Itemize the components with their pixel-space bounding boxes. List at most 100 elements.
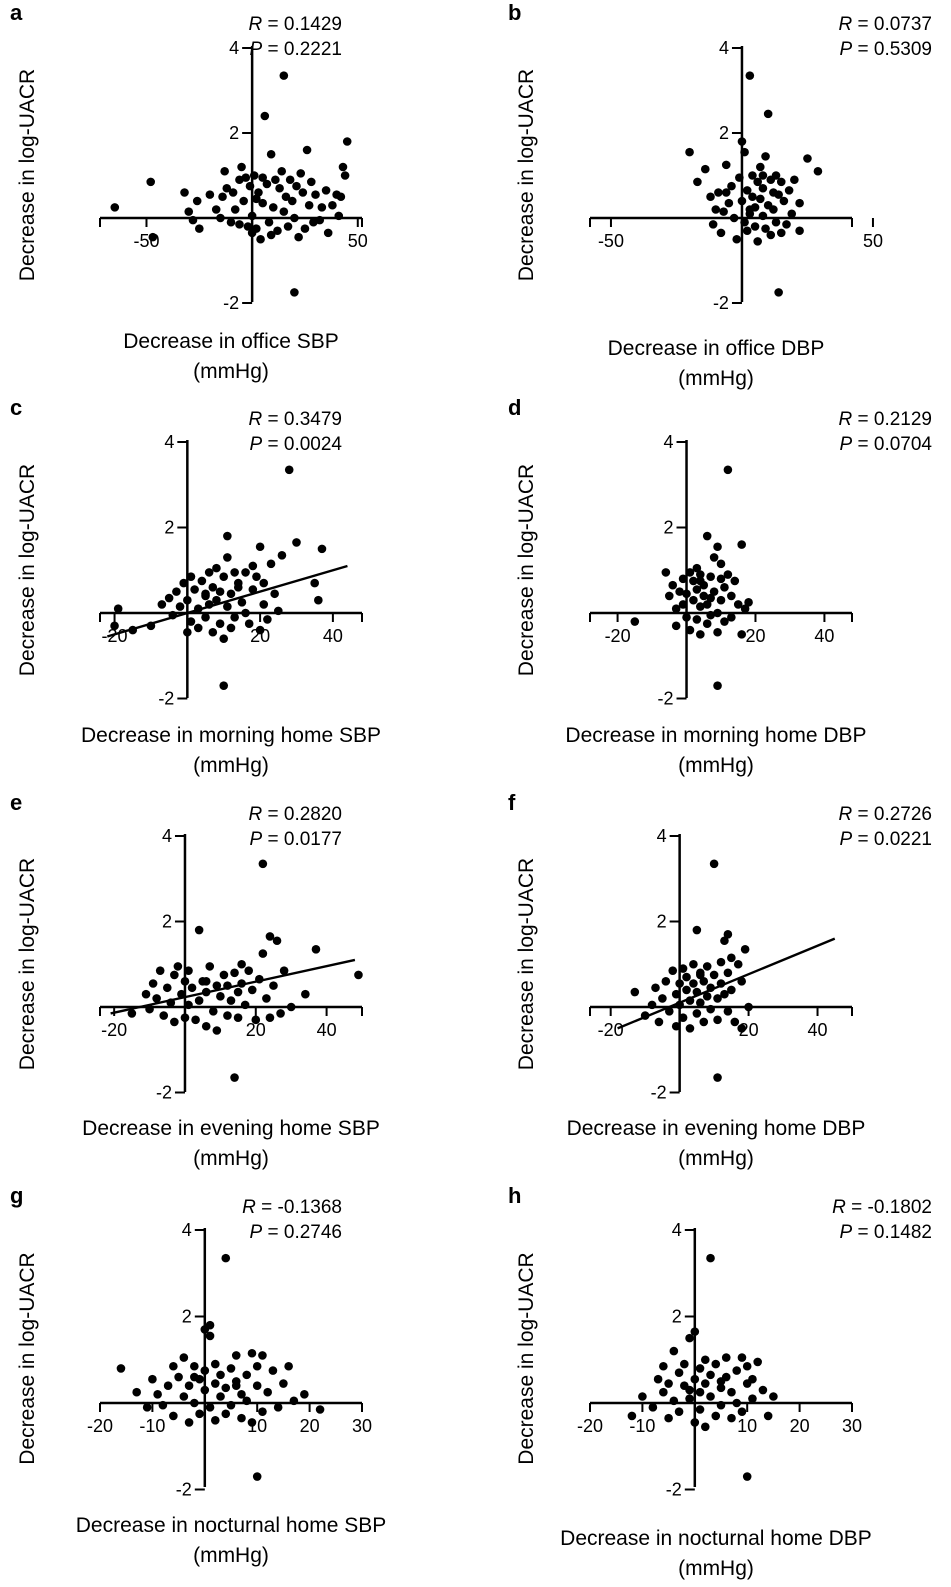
data-point <box>317 203 327 212</box>
data-point <box>675 1000 684 1010</box>
data-point <box>116 1364 126 1373</box>
y-tick-label: 2 <box>657 912 667 932</box>
r-value: R = -0.1368 <box>242 1197 342 1218</box>
data-point <box>709 587 719 596</box>
data-point <box>682 612 691 622</box>
data-point <box>284 465 294 475</box>
data-point <box>733 959 743 969</box>
data-point <box>237 162 246 172</box>
data-point <box>706 1253 715 1263</box>
y-tick-label: 4 <box>657 826 667 846</box>
data-point <box>252 1361 262 1371</box>
data-point <box>277 166 287 176</box>
data-point <box>689 979 698 988</box>
data-point <box>163 1381 173 1390</box>
data-point <box>716 559 726 569</box>
x-axis-unit: (mmHg) <box>193 1544 269 1567</box>
x-tick-label: -10 <box>629 1416 655 1436</box>
data-point <box>648 1403 658 1412</box>
data-point <box>787 209 797 219</box>
x-axis-unit: (mmHg) <box>678 367 754 390</box>
data-point <box>183 627 192 637</box>
data-point <box>742 226 752 236</box>
data-point <box>179 1392 189 1401</box>
p-label: P <box>250 829 263 850</box>
data-point <box>711 1359 721 1369</box>
data-point <box>183 595 192 605</box>
data-point <box>258 198 267 208</box>
data-point <box>190 585 199 594</box>
data-point <box>737 1407 747 1416</box>
data-point <box>671 989 681 999</box>
data-point <box>266 230 276 240</box>
data-point <box>279 1379 288 1388</box>
y-axis-label: Decrease in log-UACR <box>16 69 39 281</box>
data-point <box>354 970 363 980</box>
data-point <box>763 1411 773 1421</box>
data-point <box>723 570 733 579</box>
data-point <box>748 1394 757 1403</box>
data-point <box>702 962 712 971</box>
y-tick-label: 2 <box>664 518 674 538</box>
p-label: P <box>250 434 263 455</box>
data-point <box>795 226 804 236</box>
data-point <box>177 989 186 999</box>
data-point <box>740 147 749 157</box>
data-point <box>194 996 204 1005</box>
data-point <box>180 977 190 986</box>
data-point <box>212 1026 222 1035</box>
data-point <box>216 992 225 1001</box>
x-tick-label: 50 <box>348 231 368 251</box>
data-point <box>699 1017 709 1027</box>
data-point <box>695 1405 705 1414</box>
data-point <box>685 625 695 635</box>
data-point <box>294 232 303 242</box>
data-point <box>803 154 812 163</box>
data-point <box>742 1472 752 1481</box>
data-point <box>776 177 786 187</box>
data-point <box>727 591 736 601</box>
data-point <box>678 574 688 584</box>
data-point <box>682 972 691 982</box>
data-point <box>758 1385 768 1395</box>
x-axis-unit: (mmHg) <box>193 1147 269 1170</box>
data-point <box>713 681 722 690</box>
data-point <box>685 147 694 157</box>
data-point <box>247 211 257 221</box>
data-point <box>671 621 681 631</box>
data-point <box>659 1387 668 1397</box>
data-point <box>283 222 293 231</box>
data-point <box>733 600 743 609</box>
data-point <box>727 612 736 622</box>
data-point <box>132 1387 141 1397</box>
data-point <box>664 1379 673 1388</box>
data-point <box>266 559 276 569</box>
data-point <box>702 600 712 609</box>
data-point <box>219 572 229 581</box>
data-point <box>756 162 765 172</box>
data-point <box>194 925 204 935</box>
data-point <box>700 1379 710 1388</box>
y-axis-label: Decrease in log-UACR <box>16 858 39 1070</box>
data-point <box>680 1359 689 1369</box>
data-point <box>711 205 721 214</box>
data-point <box>658 994 667 1003</box>
data-point <box>727 181 736 191</box>
data-point <box>240 1000 250 1010</box>
data-point <box>671 604 681 614</box>
data-point <box>638 1392 647 1401</box>
data-point <box>720 583 729 592</box>
data-point <box>664 1006 674 1016</box>
data-point <box>237 598 247 607</box>
p-number: = 0.0704 <box>852 434 932 455</box>
data-point <box>212 595 221 605</box>
data-point <box>713 542 722 552</box>
data-point <box>706 1004 715 1014</box>
data-point <box>180 1013 190 1022</box>
p-number: = 0.0024 <box>262 434 342 455</box>
data-point <box>277 550 287 560</box>
data-point <box>184 1418 194 1427</box>
data-point <box>695 1387 705 1397</box>
data-point <box>155 966 165 975</box>
data-point <box>661 568 671 577</box>
